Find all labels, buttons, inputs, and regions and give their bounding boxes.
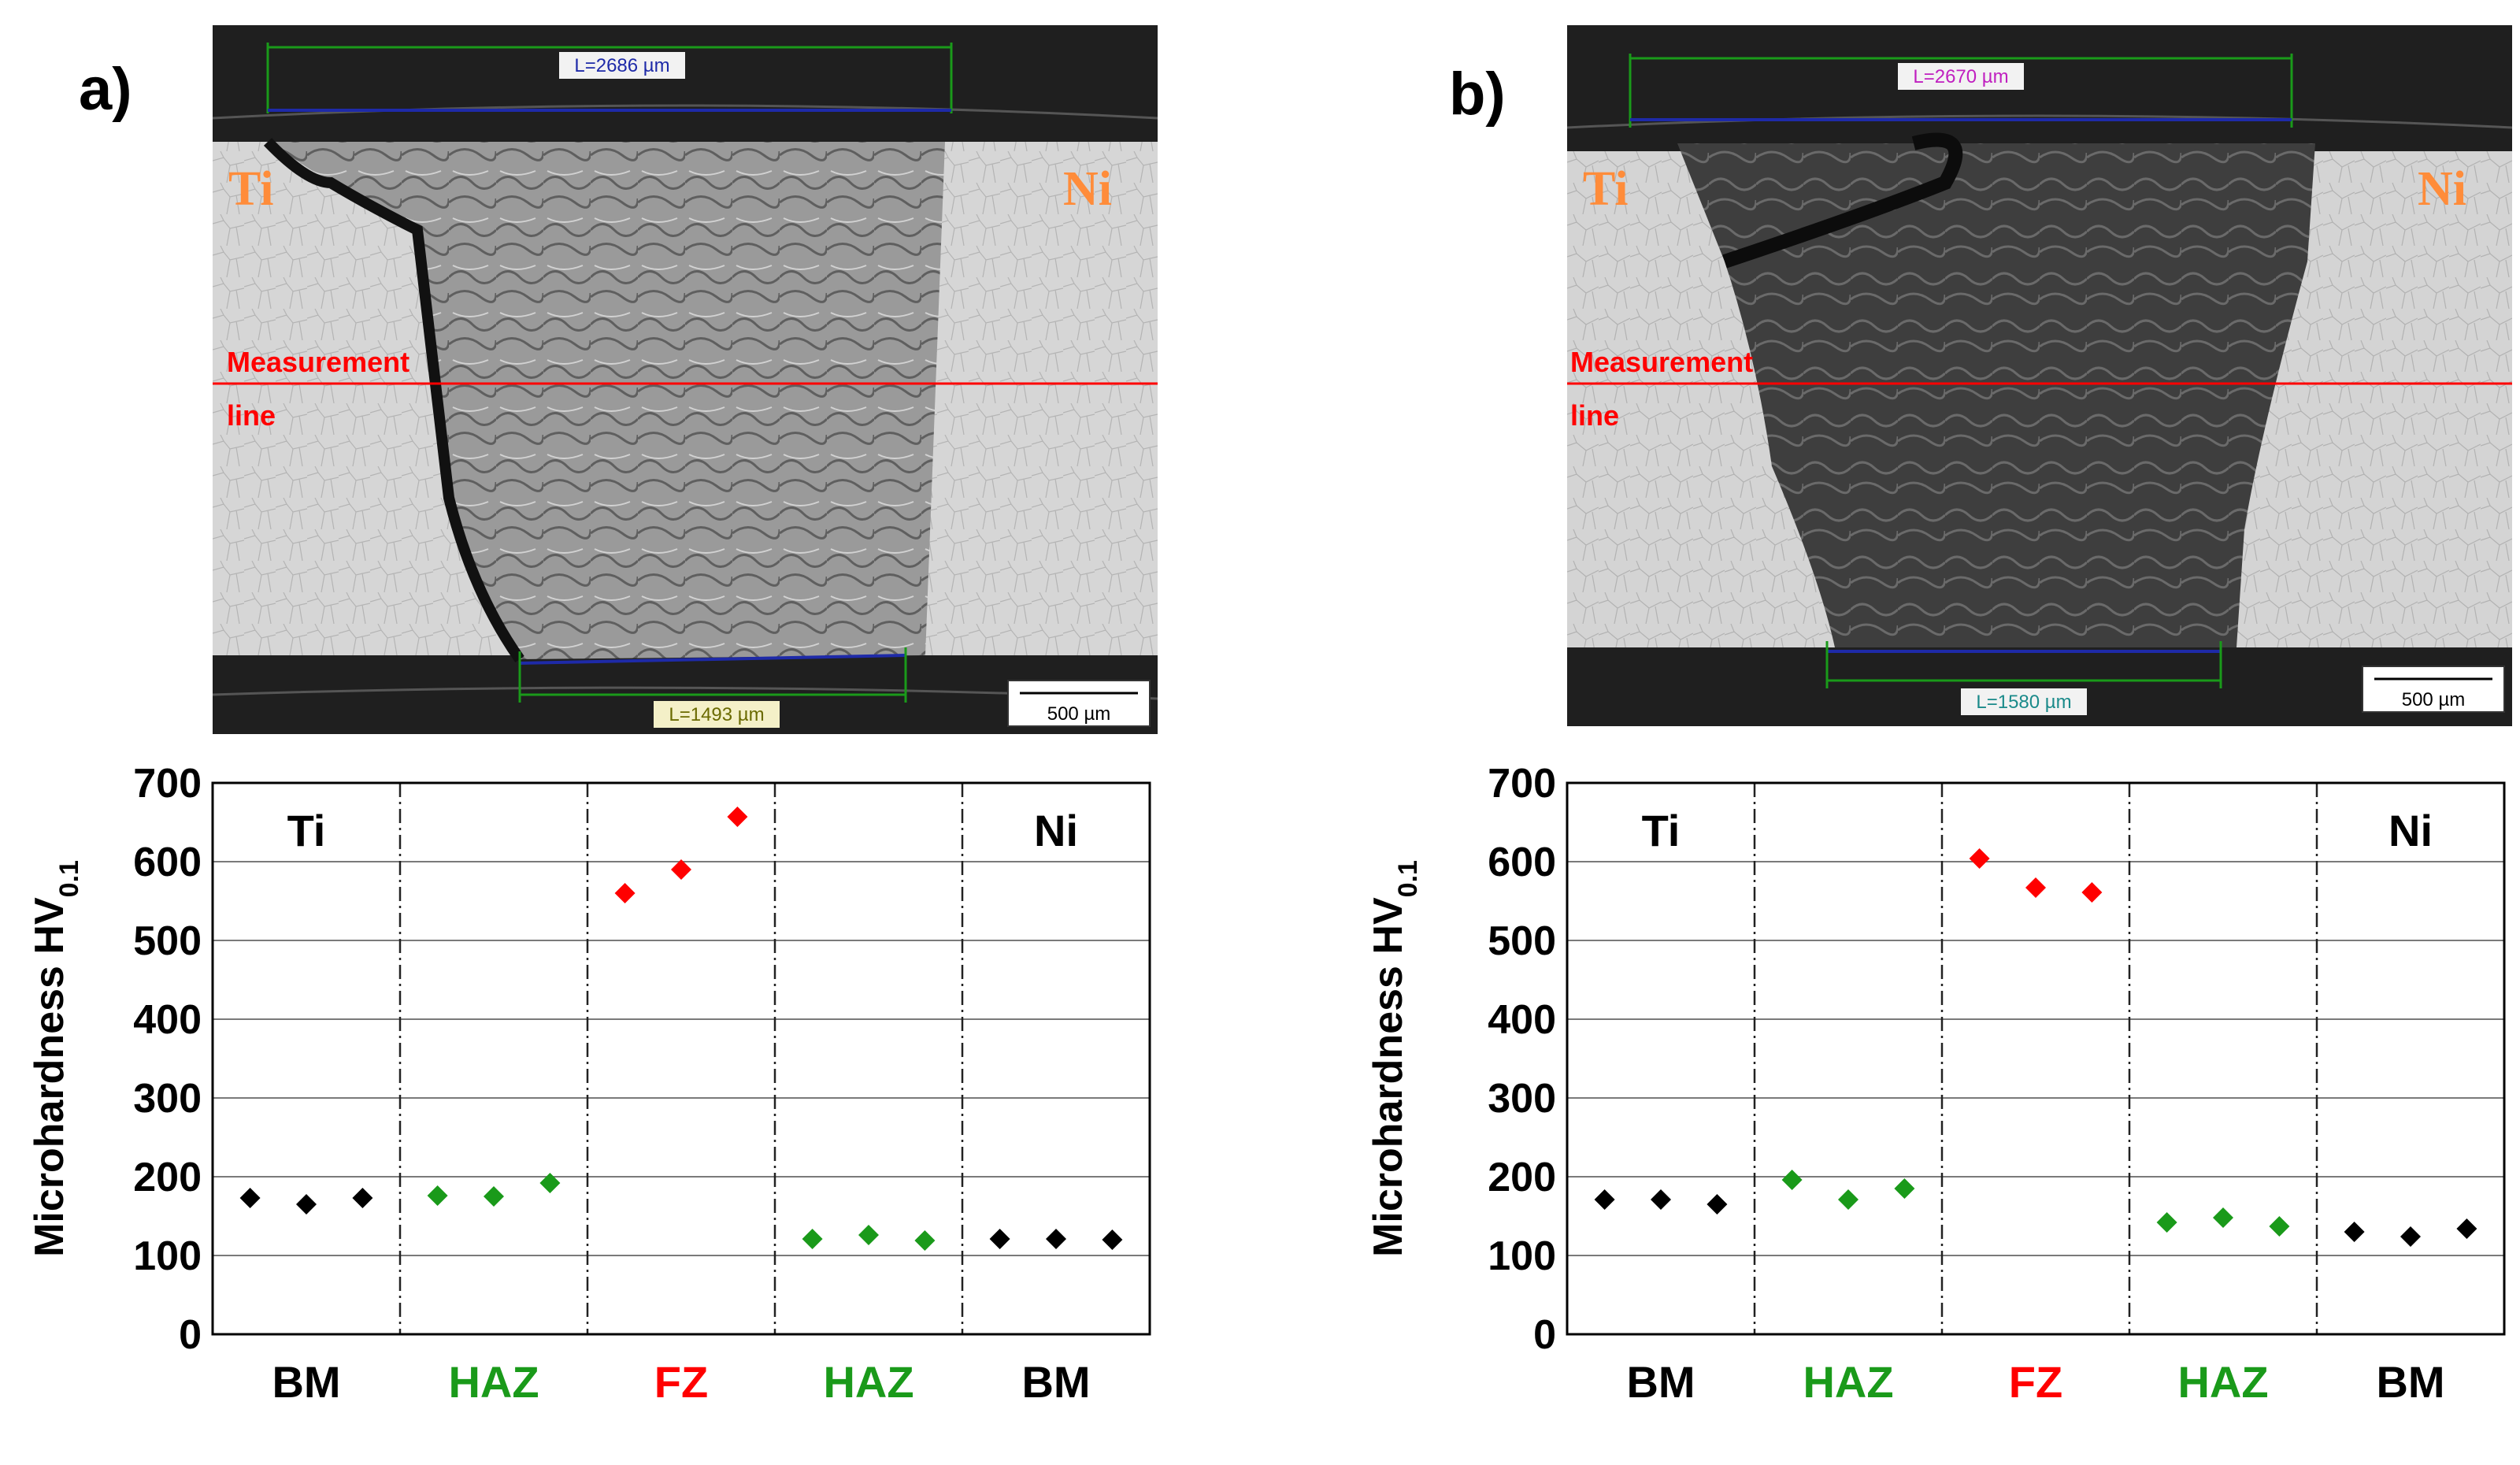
data-point	[427, 1185, 448, 1206]
bottom-width-label: L=1493 µm	[669, 704, 764, 725]
scale-bar-label: 500 µm	[2402, 689, 2466, 710]
data-point	[2269, 1216, 2290, 1237]
left-metal-label: Ti	[1583, 162, 1628, 216]
y-axis-label: Microhardness HV0.1	[27, 860, 84, 1257]
top-mount	[213, 25, 1158, 142]
fusion-zone	[268, 142, 945, 659]
zone-label: BM	[2376, 1357, 2444, 1407]
y-tick-label: 0	[1533, 1312, 1556, 1358]
scale-bar-box	[2362, 666, 2505, 713]
y-tick-label: 500	[133, 918, 202, 964]
zone-metal-label: Ni	[1034, 806, 1078, 855]
data-point	[2156, 1212, 2177, 1233]
data-point	[727, 807, 748, 827]
zone-metal-label: Ti	[287, 806, 326, 855]
zone-metal-label: Ti	[1642, 806, 1681, 855]
y-tick-label: 200	[133, 1155, 202, 1200]
data-point	[989, 1229, 1010, 1249]
data-point	[1707, 1194, 1728, 1215]
zone-label: FZ	[654, 1357, 708, 1407]
right-metal-label: Ni	[1063, 162, 1112, 216]
zone-label: BM	[1626, 1357, 1695, 1407]
plot-frame	[1566, 781, 2506, 1336]
y-tick-label: 700	[133, 761, 202, 807]
data-point	[2400, 1226, 2421, 1247]
data-point	[2344, 1222, 2365, 1242]
panel-b: b) L=2670 µm L=1580 µm Ti	[1339, 0, 2520, 1465]
zone-label: HAZ	[2177, 1357, 2268, 1407]
y-tick-label: 0	[179, 1312, 202, 1358]
measurement-label-line: line	[1570, 399, 1619, 432]
micrograph: L=2670 µm L=1580 µm Ti Ni Measurement li…	[1567, 25, 2512, 726]
top-mount	[1567, 25, 2512, 151]
zone-label: FZ	[2009, 1357, 2062, 1407]
scale-bar-label: 500 µm	[1047, 703, 1111, 725]
measurement-label: Measurement	[227, 346, 410, 378]
y-tick-label: 100	[133, 1233, 202, 1279]
y-axis-label: Microhardness HV0.1	[1366, 860, 1423, 1257]
bottom-width-label: L=1580 µm	[1976, 692, 2071, 713]
data-point	[2081, 882, 2103, 903]
y-tick-label: 200	[1488, 1155, 1556, 1200]
y-tick-label: 400	[133, 997, 202, 1043]
y-tick-label: 600	[133, 840, 202, 885]
y-tick-label: 400	[1488, 997, 1556, 1043]
panel-label: b)	[1449, 61, 1506, 128]
data-point	[2025, 877, 2046, 898]
data-point	[1046, 1229, 1066, 1249]
data-point	[1969, 848, 1990, 869]
panel-a: a) L=2686 µm L=	[27, 25, 1158, 1407]
y-tick-label: 300	[133, 1076, 202, 1122]
data-point	[539, 1173, 561, 1193]
data-point	[914, 1230, 936, 1251]
data-point	[352, 1188, 373, 1208]
data-point	[2456, 1218, 2477, 1239]
panel-label: a)	[79, 56, 132, 123]
right-metal-label: Ni	[2418, 162, 2466, 216]
fusion-zone	[1677, 143, 2315, 647]
hardness-chart: 0 100 200 300 400 500 600 700 BM Ti HAZ FZ HAZ BM Ni Mi…	[1366, 761, 2506, 1407]
zone-metal-label: Ni	[2388, 806, 2433, 855]
zone-label: HAZ	[448, 1357, 539, 1407]
measurement-label-line: line	[227, 399, 276, 432]
zone-label: BM	[1021, 1357, 1090, 1407]
data-point	[2213, 1207, 2233, 1228]
zone-label: BM	[272, 1357, 340, 1407]
data-point	[802, 1229, 823, 1249]
y-tick-label: 300	[1488, 1076, 1556, 1122]
data-point	[1894, 1178, 1915, 1199]
data-point	[296, 1194, 317, 1215]
top-width-label: L=2686 µm	[574, 55, 669, 76]
zone-label: HAZ	[1803, 1357, 1893, 1407]
scale-bar-box	[1007, 680, 1151, 727]
y-tick-label: 600	[1488, 840, 1556, 885]
data-point	[1594, 1189, 1615, 1210]
data-point	[1651, 1189, 1671, 1210]
top-width-label: L=2670 µm	[1913, 66, 2008, 87]
data-point	[1102, 1229, 1123, 1250]
y-tick-label: 100	[1488, 1233, 1556, 1279]
data-point	[858, 1225, 879, 1245]
data-point	[671, 859, 691, 880]
measurement-label: Measurement	[1570, 346, 1753, 378]
micrograph: L=2686 µm L=1493 µm Ti Ni Measurement li…	[213, 25, 1158, 734]
data-point	[484, 1186, 504, 1207]
plot-frame	[211, 781, 1151, 1336]
y-tick-label: 700	[1488, 761, 1556, 807]
data-point	[1838, 1189, 1858, 1210]
data-point	[614, 883, 636, 903]
hardness-chart: 0 100 200 300 400 500 600 700 BM Ti HAZ FZ HAZ BM Ni Mi…	[27, 761, 1151, 1407]
left-metal-label: Ti	[228, 162, 273, 216]
data-point	[1781, 1170, 1803, 1190]
y-tick-label: 500	[1488, 918, 1556, 964]
zone-label: HAZ	[823, 1357, 914, 1407]
data-point	[239, 1188, 261, 1208]
